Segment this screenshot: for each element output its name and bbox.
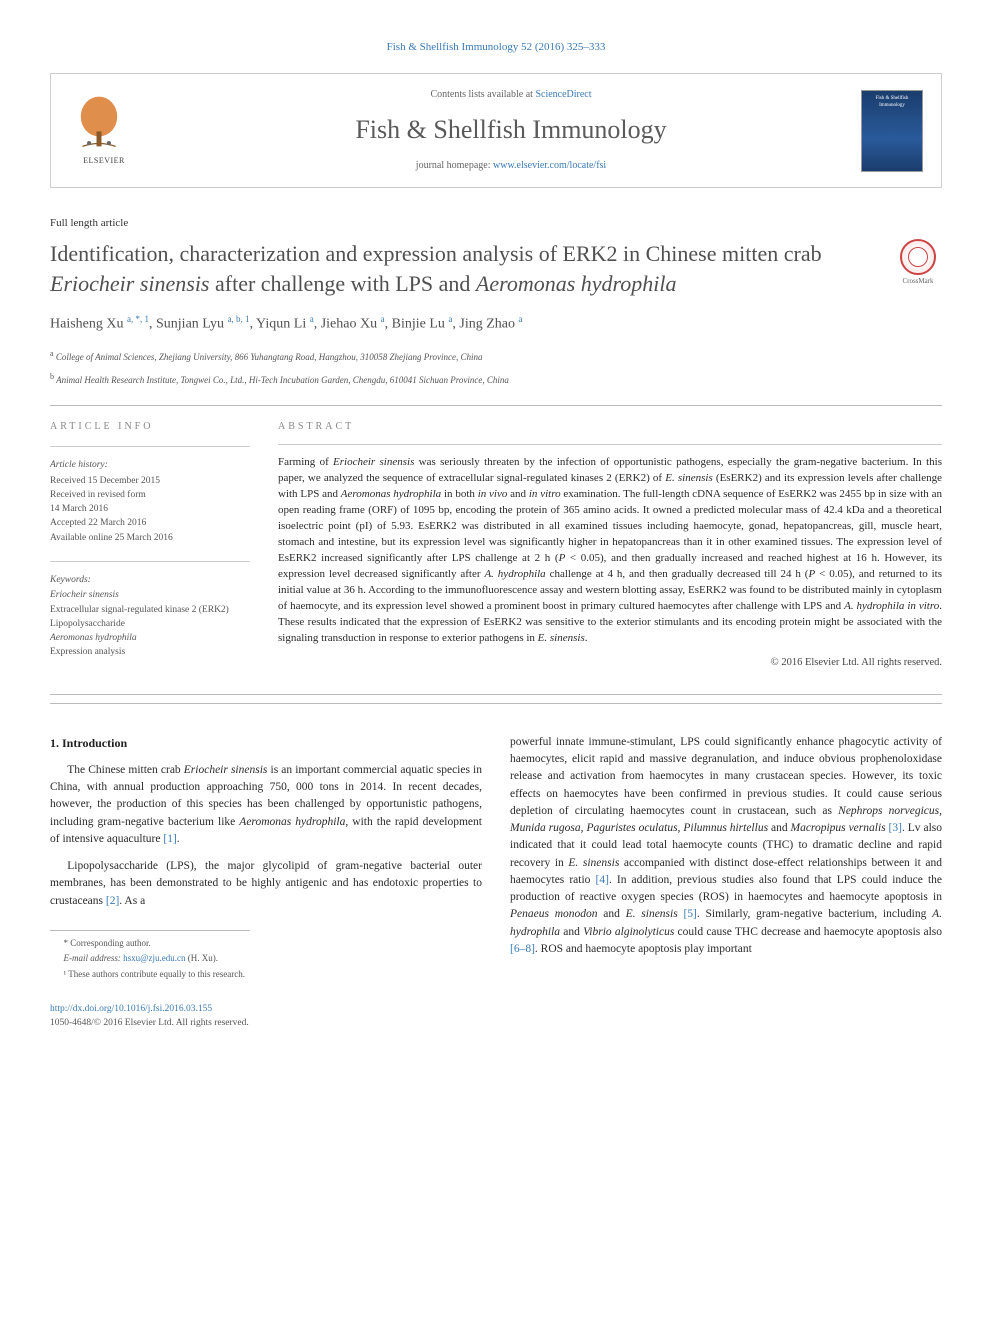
divider xyxy=(50,405,942,406)
intro-paragraph-3: powerful innate immune-stimulant, LPS co… xyxy=(510,734,942,958)
body-columns: 1. Introduction The Chinese mitten crab … xyxy=(50,734,942,982)
history-received: Received 15 December 2015 xyxy=(50,475,250,488)
issn-copyright: 1050-4648/© 2016 Elsevier Ltd. All right… xyxy=(50,1018,249,1028)
elsevier-tree-icon xyxy=(69,95,129,153)
crossmark-icon xyxy=(900,239,936,275)
abstract-copyright: © 2016 Elsevier Ltd. All rights reserved… xyxy=(278,656,942,671)
affiliation-a: a College of Animal Sciences, Zhejiang U… xyxy=(50,348,942,365)
title-part-2: after challenge with LPS and xyxy=(210,271,476,296)
email-label: E-mail address: xyxy=(64,953,124,963)
authors-list: Haisheng Xu a, *, 1, Sunjian Lyu a, b, 1… xyxy=(50,313,942,335)
homepage-link[interactable]: www.elsevier.com/locate/fsi xyxy=(493,160,606,171)
keyword-4: Aeromonas hydrophila xyxy=(50,632,250,645)
page-footer: http://dx.doi.org/10.1016/j.fsi.2016.03.… xyxy=(50,1003,942,1030)
abstract-text: Farming of Eriocheir sinensis was seriou… xyxy=(278,455,942,646)
abstract-heading: ABSTRACT xyxy=(278,420,942,434)
keywords-label: Keywords: xyxy=(50,574,250,587)
corresponding-author-note: * Corresponding author. xyxy=(50,937,250,951)
journal-reference: Fish & Shellfish Immunology 52 (2016) 32… xyxy=(50,40,942,55)
intro-paragraph-2: Lipopolysaccharide (LPS), the major glyc… xyxy=(50,858,482,910)
intro-paragraph-1: The Chinese mitten crab Eriocheir sinens… xyxy=(50,762,482,848)
title-species-1: Eriocheir sinensis xyxy=(50,271,210,296)
affiliation-a-text: College of Animal Sciences, Zhejiang Uni… xyxy=(56,352,483,362)
article-info-heading: ARTICLE INFO xyxy=(50,420,250,434)
equal-contribution-note: ¹ These authors contribute equally to th… xyxy=(50,968,250,982)
crossmark-widget[interactable]: CrossMark xyxy=(894,239,942,287)
affiliation-b-text: Animal Health Research Institute, Tongwe… xyxy=(56,375,509,385)
history-revised-2: 14 March 2016 xyxy=(50,503,250,516)
homepage-line: journal homepage: www.elsevier.com/locat… xyxy=(161,159,861,173)
journal-name: Fish & Shellfish Immunology xyxy=(161,112,861,148)
journal-cover-thumbnail xyxy=(861,90,923,172)
contents-prefix: Contents lists available at xyxy=(430,89,535,100)
elsevier-logo: ELSEVIER xyxy=(69,95,139,166)
title-part-1: Identification, characterization and exp… xyxy=(50,241,822,266)
history-label: Article history: xyxy=(50,459,250,472)
doi-link[interactable]: http://dx.doi.org/10.1016/j.fsi.2016.03.… xyxy=(50,1004,212,1014)
email-line: E-mail address: hsxu@zju.edu.cn (H. Xu). xyxy=(50,952,250,966)
affiliation-b: b Animal Health Research Institute, Tong… xyxy=(50,371,942,388)
contents-available-line: Contents lists available at ScienceDirec… xyxy=(161,88,861,102)
email-suffix: (H. Xu). xyxy=(185,953,218,963)
history-online: Available online 25 March 2016 xyxy=(50,532,250,545)
journal-header-box: ELSEVIER Contents lists available at Sci… xyxy=(50,73,942,187)
article-type: Full length article xyxy=(50,216,942,231)
homepage-prefix: journal homepage: xyxy=(416,160,493,171)
keyword-1: Eriocheir sinensis xyxy=(50,589,250,602)
section-1-heading: 1. Introduction xyxy=(50,734,482,752)
article-title: Identification, characterization and exp… xyxy=(50,239,894,298)
footnotes: * Corresponding author. E-mail address: … xyxy=(50,930,250,982)
keyword-3: Lipopolysaccharide xyxy=(50,618,250,631)
email-link[interactable]: hsxu@zju.edu.cn xyxy=(123,953,185,963)
divider xyxy=(50,703,942,704)
abstract-column: ABSTRACT Farming of Eriocheir sinensis w… xyxy=(278,420,942,676)
title-species-2: Aeromonas hydrophila xyxy=(476,271,677,296)
keyword-5: Expression analysis xyxy=(50,646,250,659)
article-info-column: ARTICLE INFO Article history: Received 1… xyxy=(50,420,250,676)
keyword-2: Extracellular signal-regulated kinase 2 … xyxy=(50,604,250,617)
sciencedirect-link[interactable]: ScienceDirect xyxy=(535,89,591,100)
crossmark-label: CrossMark xyxy=(894,277,942,287)
elsevier-label: ELSEVIER xyxy=(69,155,139,166)
history-accepted: Accepted 22 March 2016 xyxy=(50,517,250,530)
history-revised-1: Received in revised form xyxy=(50,489,250,502)
divider xyxy=(50,694,942,695)
